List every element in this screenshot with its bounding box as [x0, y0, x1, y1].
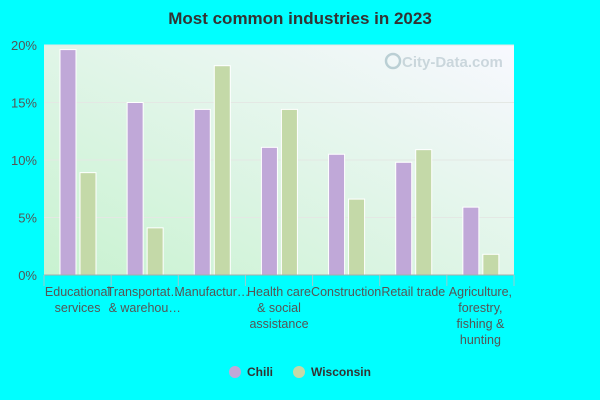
y-tick-label: 10% [11, 153, 37, 168]
x-tick-label: Educational [45, 285, 110, 299]
y-tick-label: 15% [11, 96, 37, 111]
x-tick-label: forestry, [458, 301, 502, 315]
chart-title: Most common industries in 2023 [168, 9, 432, 28]
legend-marker [293, 366, 305, 378]
x-tick-label: Health care [247, 285, 311, 299]
x-tick-label: & warehou… [109, 301, 181, 315]
svg-text:City-Data.com: City-Data.com [402, 54, 503, 71]
legend-label: Wisconsin [311, 365, 371, 379]
y-tick-label: 0% [18, 268, 37, 283]
bar-chili[interactable] [260, 146, 278, 276]
bar-chili[interactable] [126, 102, 144, 276]
bar-chili[interactable] [328, 153, 346, 276]
x-tick-label: Construction [311, 285, 381, 299]
bar-chili[interactable] [395, 161, 413, 276]
x-tick-label: services [55, 301, 101, 315]
bar-wisconsin[interactable] [213, 65, 231, 276]
bar-wisconsin[interactable] [415, 149, 433, 276]
x-tick-label: Agriculture, [449, 285, 512, 299]
watermark: City-Data.com [384, 52, 503, 71]
bar-wisconsin[interactable] [79, 172, 97, 276]
y-tick-label: 5% [18, 211, 37, 226]
bar-chili[interactable] [59, 49, 77, 276]
bar-wisconsin[interactable] [146, 227, 164, 276]
x-tick-label: Transportat… [107, 285, 183, 299]
x-tick-label: Retail trade [381, 285, 445, 299]
legend-label: Chili [247, 365, 273, 379]
legend-marker [229, 366, 241, 378]
x-tick-label: fishing & [456, 317, 505, 331]
x-tick-label: Manufactur… [174, 285, 249, 299]
x-tick-label: assistance [249, 317, 308, 331]
x-tick-label: hunting [460, 333, 501, 347]
bar-chili[interactable] [193, 108, 211, 276]
bar-wisconsin[interactable] [482, 253, 500, 276]
x-tick-label: & social [257, 301, 301, 315]
bar-chili[interactable] [462, 206, 480, 276]
bar-wisconsin[interactable] [348, 198, 366, 276]
y-tick-label: 20% [11, 38, 37, 53]
bar-wisconsin[interactable] [280, 108, 298, 276]
